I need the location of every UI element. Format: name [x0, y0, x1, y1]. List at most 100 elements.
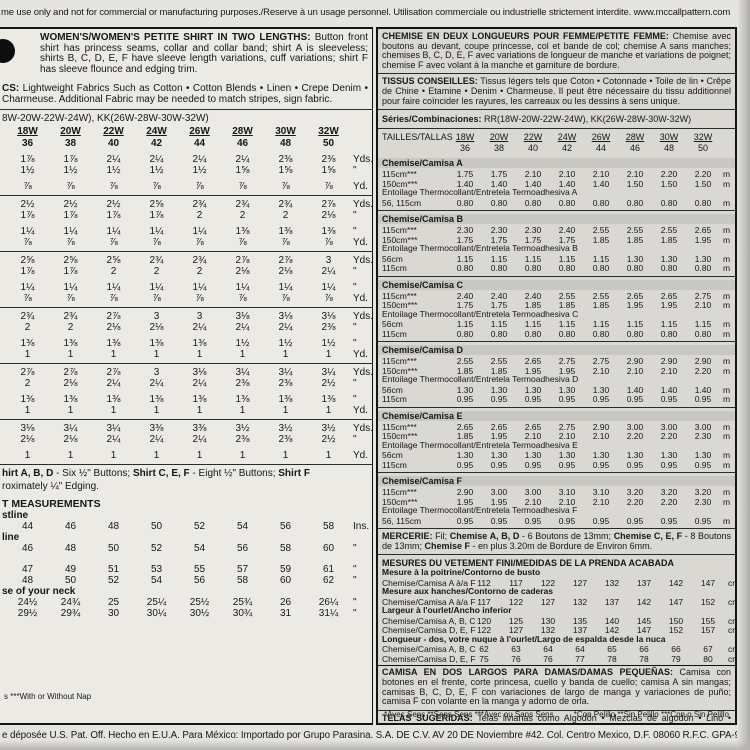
width-label: 150cm*** — [382, 431, 418, 442]
yardage-cell: 1⅜ — [20, 337, 35, 349]
garment-description-lead: WOMEN'S/WOMEN'S PETITE SHIRT IN TWO LENG… — [40, 32, 311, 43]
yardage-cell: 1.30 — [626, 450, 644, 461]
garment-description: WOMEN'S/WOMEN'S PETITE SHIRT IN TWO LENG… — [40, 32, 368, 75]
yardage-cell: 3⅛ — [321, 310, 336, 322]
measurement-label: line — [2, 531, 20, 543]
measurement-cell: 127 — [572, 577, 588, 588]
yardage-cell: 1⅝ — [321, 164, 336, 176]
garment-label: Chemise/Camisa A à/a F — [382, 596, 476, 607]
yardage-cell: 3½ — [235, 422, 250, 434]
yardage-row: 2 2 2⅛ 2⅛ 2¼ 2¼ 2¼ 2⅜ " — [0, 322, 372, 333]
yardage-cell: 2.40 — [524, 290, 542, 301]
size-cell: 48 — [279, 137, 292, 149]
yardage-cell: 0.80 — [592, 328, 610, 339]
english-panel: WOMEN'S/WOMEN'S PETITE SHIRT IN TWO LENG… — [0, 27, 373, 725]
bottom-legal-line: e déposée U.S. Pat. Off. Hecho en E.U.A.… — [2, 730, 750, 741]
yardage-cell: 2 — [196, 265, 203, 277]
size-label: 18W — [455, 132, 475, 143]
measurement-cell: 147 — [668, 596, 684, 607]
measurement-cell: 66 — [671, 644, 681, 655]
unit-cell: m — [723, 290, 731, 301]
yardage-cell: ⅞ — [281, 180, 290, 192]
yardage-cell: 2.10 — [558, 431, 576, 442]
text: Fil; — [432, 531, 450, 542]
yardage-cell: 1¼ — [20, 225, 35, 237]
yardage-cell: ⅞ — [238, 236, 247, 248]
yardage-cell: 1.30 — [694, 253, 712, 264]
interfacing-label: Entoilage Thermocollant/Entretela Termoa… — [382, 505, 578, 516]
yardage-cell: ⅞ — [152, 236, 161, 248]
yardage-cell: 0.95 — [456, 515, 474, 526]
yardage-cell: 1 — [153, 348, 160, 360]
size-cell: 46 — [236, 137, 249, 149]
yardage-cell: ⅞ — [324, 292, 333, 304]
section-header: Chemise/Camisa D — [378, 345, 735, 356]
yardage-cell: 3.00 — [524, 487, 542, 498]
unit-cell: " — [353, 563, 357, 575]
yardage-cell: 3¼ — [278, 366, 293, 378]
telas-lead: TELAS SUGERIDAS: — [382, 712, 473, 723]
unit-cell: m — [723, 225, 731, 236]
size-cell: 40 — [107, 137, 120, 149]
yardage-cell: 2.20 — [694, 169, 712, 180]
yardage-cell: 1.30 — [490, 384, 508, 395]
divider — [378, 709, 735, 711]
yardage-cell: 2.40 — [456, 290, 474, 301]
yardage-cell: 1¼ — [149, 281, 164, 293]
yardage-cell: 0.95 — [626, 459, 644, 470]
yardage-cell: 1.15 — [490, 319, 508, 330]
width-label: 150cm*** — [382, 365, 418, 376]
yardage-cell: 1.75 — [558, 234, 576, 245]
measurement-row: 24½ 24¾ 25 25¼ 25½ 25¾ 26 26¼ " — [0, 597, 372, 608]
size-cell: 26W — [584, 132, 618, 142]
unit-cell: Yd. — [353, 236, 369, 248]
yardage-cell: 2⅞ — [106, 310, 121, 322]
measurement-row: 44 46 48 50 52 54 56 58 Ins. — [0, 521, 372, 532]
yardage-cell: ⅞ — [23, 292, 32, 304]
yardage-row: 150cm*** 1.85 1.85 1.95 1.95 2.10 2.10 2.10 2.20… — [378, 366, 735, 376]
yardage-cell: ⅞ — [281, 236, 290, 248]
yardage-cell: 3.00 — [694, 421, 712, 432]
yardage-cell: 0.80 — [626, 263, 644, 274]
yardage-cell: 0.80 — [456, 197, 474, 208]
section-header: Chemise/Camisa F — [378, 476, 735, 487]
mercerie-notions: MERCERIE: Fil; Chemise A, B, D - 6 Bouto… — [378, 531, 735, 551]
yardage-cell: 2.10 — [626, 169, 644, 180]
size-label: 18W — [17, 125, 38, 137]
width-label: 115cm — [382, 263, 407, 274]
measurement-cell: 66 — [639, 644, 649, 655]
measurement-cell: 127 — [508, 625, 524, 636]
size-label: 26W — [591, 132, 611, 143]
yardage-cell: 2⅝ — [106, 254, 121, 266]
yardage-cell: 0.95 — [456, 394, 474, 405]
width-label: 56cm — [382, 450, 403, 461]
size-cell: 38 — [64, 137, 77, 149]
yardage-cell: 0.95 — [524, 515, 542, 526]
interfacing-label: Entoilage Thermocollant/Entretela Termoa… — [382, 243, 578, 254]
telas-sugeridas: TELAS SUGERIDAS: Telas livianas como Alg… — [378, 712, 735, 723]
yardage-cell: 1 — [325, 449, 332, 461]
yardage-cell: 1¼ — [106, 281, 121, 293]
yardage-cell: 2.30 — [694, 431, 712, 442]
divider — [378, 665, 735, 667]
yardage-cell: 2⅜ — [235, 377, 250, 389]
yardage-cell: 2.75 — [558, 356, 576, 367]
yardage-cell: 2 — [24, 377, 31, 389]
yardage-cell: ⅞ — [23, 236, 32, 248]
yardage-cell: 0.95 — [694, 515, 712, 526]
width-label: 56cm — [382, 319, 403, 330]
measurement-cell: 30 — [107, 607, 120, 619]
measurement-cell: 157 — [700, 625, 716, 636]
yardage-cell: 0.80 — [490, 197, 508, 208]
unit-cell: Yds. — [353, 198, 373, 210]
yardage-cell: 0.95 — [524, 459, 542, 470]
yardage-cell: 2.90 — [694, 356, 712, 367]
yardage-row: 1 1 1 1 1 1 1 1 Yd. — [0, 405, 372, 416]
measurement-cell: 63 — [511, 644, 521, 655]
unit-cell: m — [723, 178, 731, 189]
yardage-cell: ⅞ — [195, 292, 204, 304]
size-cell: 18W — [448, 132, 482, 142]
yardage-cell: 1.75 — [490, 300, 508, 311]
yardage-cell: 0.95 — [490, 459, 508, 470]
section-header: Chemise/Camisa B — [378, 214, 735, 225]
